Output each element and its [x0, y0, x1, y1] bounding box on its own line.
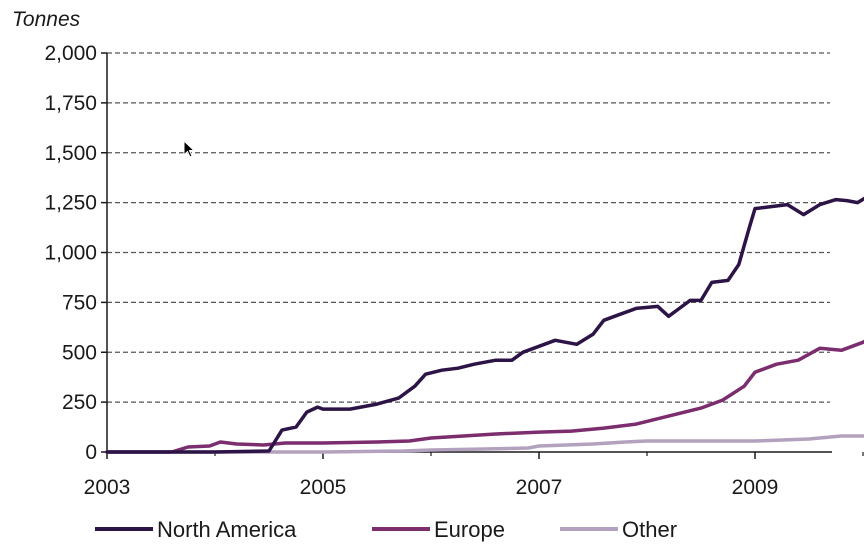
legend: North America Europe Other	[95, 517, 677, 542]
y-tick-label: 2,000	[44, 42, 97, 65]
y-tick-label: 500	[62, 341, 97, 364]
x-tick-label: 2007	[516, 476, 563, 499]
y-tick-label: 1,750	[44, 92, 97, 115]
legend-label: Europe	[434, 517, 505, 542]
y-tick-label: 1,250	[44, 192, 97, 215]
y-tick-label: 1,000	[44, 242, 97, 265]
y-axis-unit-label: Tonnes	[12, 8, 81, 31]
series-lines	[105, 196, 864, 454]
x-tick-label: 2009	[732, 476, 779, 499]
legend-label: North America	[157, 517, 297, 542]
mouse-pointer-icon	[183, 140, 196, 158]
x-tick-label: 2005	[300, 476, 347, 499]
series-line-europe	[105, 339, 864, 454]
series-line-north-america	[105, 196, 864, 454]
y-tick-label: 1,500	[44, 142, 97, 165]
y-axis-ticks: 0 250 500 750 1,000 1,250 1,500 1,750 2,000	[44, 42, 107, 464]
x-axis-ticks: 2003200520072009201120132015	[84, 452, 864, 499]
gridlines	[106, 52, 832, 453]
series-line-other	[105, 434, 864, 454]
legend-label: Other	[622, 517, 677, 542]
y-tick-label: 250	[62, 391, 97, 414]
y-tick-label: 0	[85, 441, 97, 464]
x-tick-label: 2003	[84, 476, 131, 499]
y-tick-label: 750	[62, 291, 97, 314]
